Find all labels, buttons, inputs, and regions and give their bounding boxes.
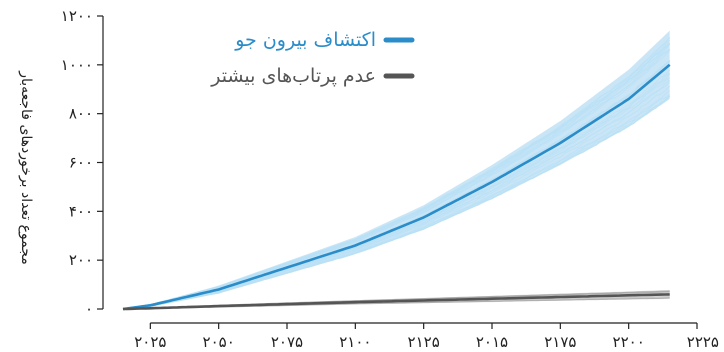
simulation-trace [122, 42, 671, 310]
y-tick-label: ۲۰۰ [69, 251, 93, 269]
simulation-trace [122, 50, 671, 310]
x-tick-label: ۲۱۷۵ [544, 333, 576, 351]
simulation-trace [122, 63, 671, 310]
legend-label-no-launches: عدم پرتاب‌های بیشتر [210, 65, 376, 87]
x-tick-label: ۲۰۵۰ [203, 333, 235, 351]
simulation-trace [122, 60, 671, 310]
x-tick-label: ۲۱۰۰ [339, 333, 371, 351]
confidence-bands [122, 30, 671, 310]
x-tick-label: ۲۰۲۵ [134, 333, 166, 351]
simulation-trace [122, 60, 671, 310]
series-line-no-launches [122, 293, 670, 311]
y-tick-label: ۴۰۰ [69, 202, 93, 220]
x-tick-label: ۲۰۱۵ [476, 333, 508, 351]
y-tick-label: ۰ [85, 300, 93, 318]
y-tick-label: ۸۰۰ [69, 105, 93, 123]
simulation-trace [122, 77, 670, 310]
y-tick-label: ۱۰۰۰ [61, 56, 93, 74]
legend: اکتشاف بیرون جو عدم پرتاب‌های بیشتر [210, 29, 415, 87]
y-tick-label: ۶۰۰ [69, 154, 93, 172]
y-tick-label: ۱۲۰۰ [61, 7, 93, 25]
x-tick-label: ۲۱۲۵ [408, 333, 440, 351]
axes: ۰ ۲۰۰ ۴۰۰ ۶۰۰ ۸۰۰ ۱۰۰۰ ۱۲۰۰ ۲۰۲۵ ۲۰۵۰ ۲۰۷۵ ۲۱۰۰ ۲۱۲… [61, 7, 719, 351]
y-axis-label: مجموع تعداد برخوردهای فاجعه‌بار [18, 70, 34, 265]
series-lines [122, 63, 671, 311]
series-line-exo-atmospheric [122, 63, 671, 311]
x-tick-label: ۲۲۰۰ [613, 333, 645, 351]
x-tick-label: ۲۲۲۵ [687, 333, 719, 351]
simulation-trace [122, 59, 671, 310]
band-exo-atmospheric [123, 30, 670, 310]
simulation-trace [122, 37, 671, 310]
simulation-trace [122, 44, 670, 310]
x-tick-label: ۲۰۷۵ [271, 333, 303, 351]
legend-label-exo-atmospheric: اکتشاف بیرون جو [234, 29, 376, 51]
simulation-trace [122, 85, 671, 310]
simulation-trace [122, 40, 671, 310]
simulation-trace [122, 60, 670, 310]
simulation-trace [122, 48, 671, 310]
simulation-trace [122, 42, 671, 310]
simulation-trace [122, 43, 671, 310]
simulation-trace [122, 48, 670, 310]
